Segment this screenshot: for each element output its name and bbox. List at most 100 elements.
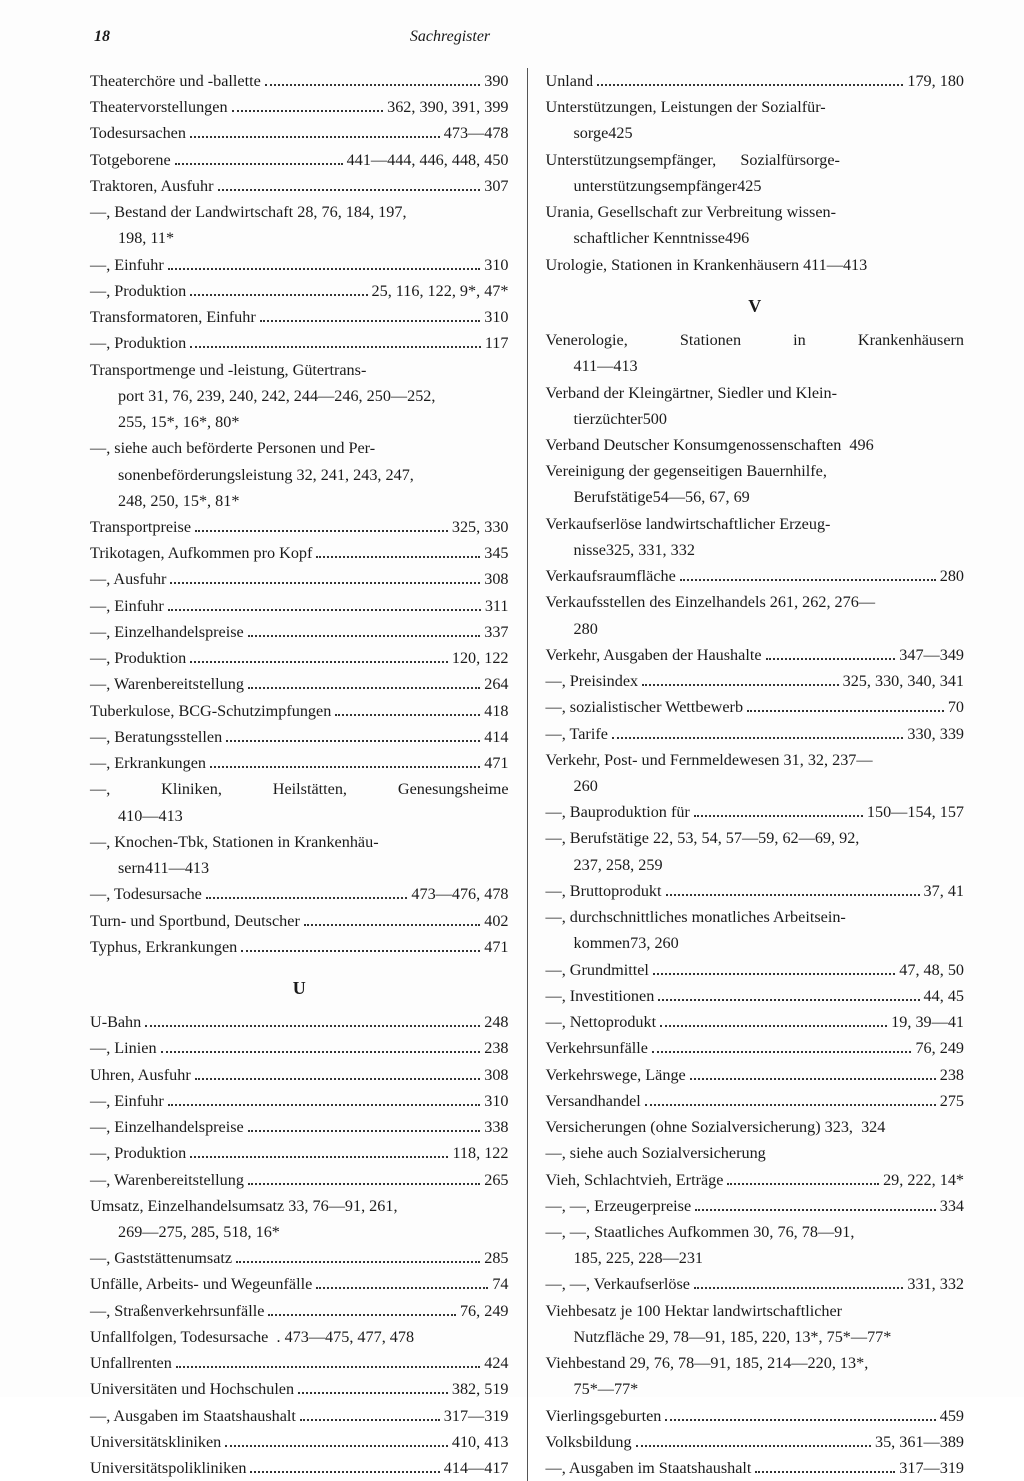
- entry-text: Universitäten und Hochschulen: [90, 1376, 294, 1402]
- index-entry: Unterstützungsempfänger, Sozialfürsorge-: [546, 147, 965, 173]
- entry-text: Unfälle, Arbeits- und Wegeunfälle: [90, 1271, 312, 1297]
- entry-pages: 25, 116, 122, 9*, 47*: [372, 278, 509, 304]
- page-header: 18 Sachregister: [90, 28, 964, 46]
- dot-leader: [175, 150, 343, 165]
- index-entry: —, durchschnittliches monatliches Arbeit…: [546, 904, 965, 930]
- index-entry: Vieh, Schlachtvieh, Erträge29, 222, 14*: [546, 1167, 965, 1193]
- index-entry: 255, 15*, 16*, 80*: [90, 409, 509, 435]
- entry-text: Uhren, Ausfuhr: [90, 1062, 191, 1088]
- entry-pages: 471: [484, 750, 508, 776]
- entry-text: Universitätspolikliniken: [90, 1455, 246, 1481]
- entry-text: —, Produktion: [90, 645, 186, 671]
- entry-text: sonenbeförderungsleistung 32, 241, 243, …: [118, 462, 414, 488]
- entry-text: —, Tarife: [546, 721, 608, 747]
- dot-leader: [268, 1301, 456, 1316]
- entry-text: —, Einfuhr: [90, 593, 164, 619]
- index-entry: port 31, 76, 239, 240, 242, 244—246, 250…: [90, 383, 509, 409]
- index-entry: —, Straßenverkehrsunfälle76, 249: [90, 1298, 509, 1324]
- index-entry: Verkehrswege, Länge238: [546, 1062, 965, 1088]
- dot-leader: [597, 71, 903, 86]
- index-entry: Unfälle, Arbeits- und Wegeunfälle 74: [90, 1271, 509, 1297]
- index-entry: —, —, Erzeugerpreise334: [546, 1193, 965, 1219]
- entry-pages: 459: [940, 1403, 964, 1429]
- dot-leader: [168, 596, 481, 611]
- dot-leader: [666, 881, 920, 896]
- entry-text: 410—413: [118, 803, 183, 829]
- section-heading: V: [546, 292, 965, 321]
- dot-leader: [195, 1065, 481, 1080]
- entry-pages: 425: [608, 120, 632, 146]
- entry-text: —, Einzelhandelspreise: [90, 619, 244, 645]
- entry-text: Unfallrenten: [90, 1350, 172, 1376]
- entry-text: Totgeborene: [90, 147, 171, 173]
- entry-text: 260: [574, 773, 598, 799]
- entry-text: —, —, Erzeugerpreise: [546, 1193, 692, 1219]
- dot-leader: [316, 1275, 488, 1290]
- entry-pages: 29, 222, 14*: [883, 1167, 964, 1193]
- dot-leader: [218, 176, 481, 191]
- page: 18 Sachregister Theaterchöre und -ballet…: [0, 0, 1024, 1397]
- entry-text: sorge: [574, 120, 609, 146]
- entry-pages: 44, 45: [924, 983, 964, 1009]
- entry-text: 237, 258, 259: [574, 852, 663, 878]
- index-entry: —, Warenbereitstellung265: [90, 1167, 509, 1193]
- index-entry: Theatervorstellungen362, 390, 391, 399: [90, 94, 509, 120]
- index-entry: —, —, Staatliches Aufkommen 30, 76, 78—9…: [546, 1219, 965, 1245]
- entry-text: U-Bahn: [90, 1009, 141, 1035]
- dot-leader: [210, 753, 480, 768]
- index-entry: Unterstützungen, Leistungen der Sozialfü…: [546, 94, 965, 120]
- page-number: 18: [94, 28, 110, 46]
- entry-text: —, Grundmittel: [546, 957, 649, 983]
- entry-text: —, Warenbereitstellung: [90, 671, 244, 697]
- index-entry: 280: [546, 616, 965, 642]
- entry-pages: 410, 413: [452, 1429, 509, 1455]
- index-entry: —, Produktion25, 116, 122, 9*, 47*: [90, 278, 509, 304]
- index-entry: Unfallfolgen, Todesursache . 473—475, 47…: [90, 1324, 509, 1350]
- entry-text: Unland: [546, 68, 594, 94]
- index-entry: —, Preisindex325, 330, 340, 341: [546, 668, 965, 694]
- index-entry: tierzüchter500: [546, 406, 965, 432]
- dot-leader: [755, 1458, 895, 1473]
- index-entry: nisse325, 331, 332: [546, 537, 965, 563]
- dot-leader: [248, 1170, 480, 1185]
- dot-leader: [226, 727, 480, 742]
- entry-text: Typhus, Erkrankungen: [90, 934, 237, 960]
- entry-pages: 310: [484, 252, 508, 278]
- entry-pages: 311: [485, 593, 509, 619]
- index-entry: —, siehe auch Sozialversicherung: [546, 1140, 965, 1166]
- dot-leader: [248, 674, 480, 689]
- index-entry: —, Linien238: [90, 1035, 509, 1061]
- entry-text: —, Bruttoprodukt: [546, 878, 662, 904]
- entry-pages: 496: [849, 432, 873, 458]
- entry-pages: 317—319: [444, 1403, 509, 1429]
- entry-text: —, Ausgaben im Staatshaushalt: [90, 1403, 296, 1429]
- dot-leader: [642, 671, 838, 686]
- entry-text: 280: [574, 616, 598, 642]
- entry-text: port 31, 76, 239, 240, 242, 244—246, 250…: [118, 383, 435, 409]
- entry-text: Vierlingsgeburten: [546, 1403, 662, 1429]
- entry-pages: 402: [484, 908, 508, 934]
- entry-text: sern: [118, 855, 145, 881]
- entry-pages: 324: [861, 1114, 885, 1140]
- entry-pages: 238: [940, 1062, 964, 1088]
- entry-text: —, Produktion: [90, 1140, 186, 1166]
- entry-pages: . 473—475, 477, 478: [276, 1324, 414, 1350]
- index-entry: Volksbildung35, 361—389: [546, 1429, 965, 1455]
- entry-text: —, Einzelhandelspreise: [90, 1114, 244, 1140]
- index-entry: —, Tarife 330, 339: [546, 721, 965, 747]
- entry-pages: 275: [940, 1088, 964, 1114]
- dot-leader: [248, 1117, 480, 1132]
- index-entry: —, siehe auch beförderte Personen und Pe…: [90, 435, 509, 461]
- index-entry: —, —, Verkaufserlöse331, 332: [546, 1271, 965, 1297]
- dot-leader: [652, 1038, 911, 1053]
- entry-pages: 74: [492, 1271, 508, 1297]
- index-entry: —, Ausgaben im Staatshaushalt317—319: [546, 1455, 965, 1481]
- dot-leader: [168, 255, 480, 270]
- entry-text: Verkehrsunfälle: [546, 1035, 648, 1061]
- dot-leader: [727, 1170, 879, 1185]
- entry-text: —, Straßenverkehrsunfälle: [90, 1298, 264, 1324]
- entry-pages: 330, 339: [907, 721, 964, 747]
- index-entry: —, Ausfuhr308: [90, 566, 509, 592]
- index-entry: 75*—77*: [546, 1376, 965, 1402]
- entry-pages: 382, 519: [452, 1376, 509, 1402]
